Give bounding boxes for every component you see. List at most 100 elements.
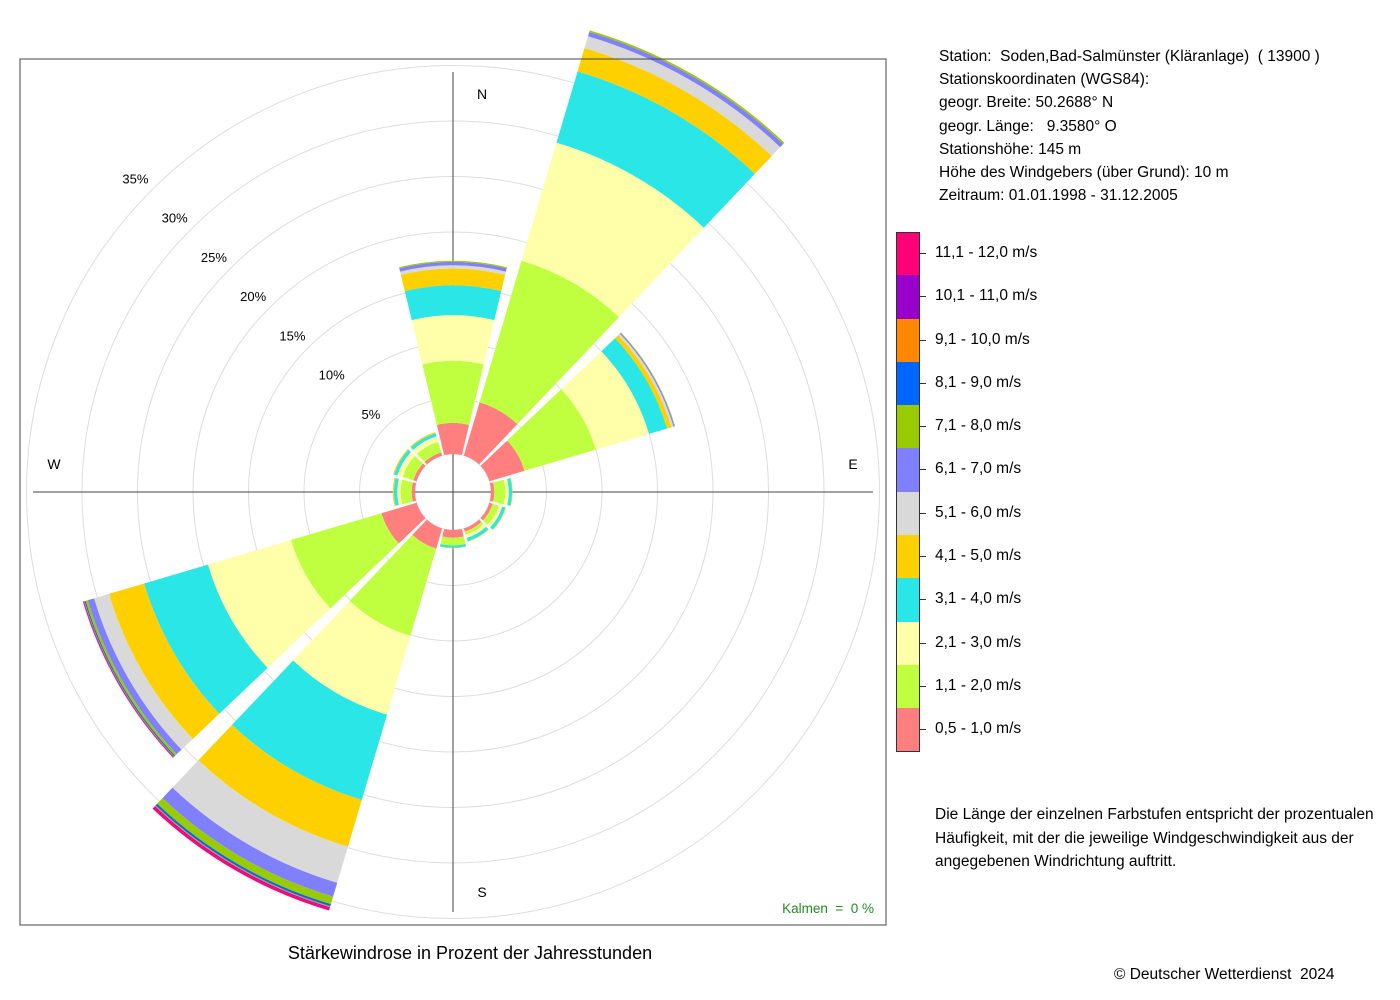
compass-north: N: [477, 86, 487, 102]
petal-segment: [507, 478, 513, 506]
compass-east: E: [848, 456, 857, 472]
legend-swatch: [896, 448, 920, 492]
legend-swatch: [896, 275, 920, 319]
legend-swatch: [896, 708, 920, 752]
legend-item: 4,1 - 5,0 m/s: [896, 535, 1056, 579]
petal-segment: [615, 335, 672, 429]
legend-item: 10,1 - 11,0 m/s: [896, 275, 1056, 319]
petal-segment: [577, 47, 772, 174]
petal-segment: [399, 260, 507, 269]
legend-swatch: [896, 664, 920, 709]
legend-tick: [920, 642, 926, 644]
note-line-2: Häufigkeit, mit der die jeweilige Windge…: [935, 829, 1354, 847]
petal-150: [463, 519, 489, 542]
note-line-1: Die Länge der einzelnen Farbstufen entsp…: [935, 806, 1374, 823]
petal-segment: [393, 449, 409, 475]
petal-segment: [392, 477, 396, 507]
legend-tick: [920, 339, 926, 341]
petal-segment: [440, 536, 466, 546]
petal-segment: [413, 463, 426, 482]
petal-segment: [507, 389, 596, 471]
legend-item: 2,1 - 3,0 m/s: [896, 621, 1056, 665]
petal-60: [480, 332, 676, 482]
petal-120: [480, 502, 506, 531]
legend-label: 5,1 - 6,0 m/s: [935, 503, 1022, 521]
petal-segment: [397, 478, 403, 506]
petal-segment: [411, 315, 495, 365]
petal-segment: [162, 787, 338, 897]
petal-segment: [410, 432, 436, 448]
legend-item: 9,1 - 10,0 m/s: [896, 318, 1056, 362]
petal-segment: [463, 402, 518, 465]
legend-tick: [920, 685, 926, 687]
petal-segment: [207, 539, 331, 668]
petal-segment: [439, 546, 467, 549]
legend-label: 6,1 - 7,0 m/s: [935, 460, 1022, 478]
chart-title: Stärkewindrose in Prozent der Jahresstun…: [287, 943, 653, 963]
petal-segment: [480, 440, 525, 482]
grid-ring: [26, 65, 880, 919]
legend-item: 0,5 - 1,0 m/s: [896, 708, 1056, 752]
petal-segment: [399, 261, 507, 272]
petal-270: [392, 477, 417, 507]
petal-segment: [601, 338, 668, 434]
petal-30: [463, 30, 785, 465]
petal-segment: [349, 534, 437, 636]
ring-label: 15%: [279, 328, 305, 343]
petal-segment: [482, 503, 500, 526]
legend-label: 7,1 - 8,0 m/s: [935, 417, 1022, 435]
petal-segment: [404, 285, 502, 321]
legend-tick: [920, 296, 926, 298]
station-latitude: geogr. Breite: 50.2688° N: [939, 94, 1114, 112]
legend-item: 7,1 - 8,0 m/s: [896, 405, 1056, 449]
petal-segment: [493, 479, 506, 505]
petal-0: [399, 260, 507, 456]
legend-swatch: [896, 232, 920, 276]
petal-330: [410, 432, 443, 465]
station-name: Station: Soden,Bad-Salmünster (Kläranlag…: [939, 48, 1320, 65]
legend-item: 11,1 - 12,0 m/s: [896, 232, 1056, 276]
compass-west: W: [47, 456, 61, 472]
ring-label: 25%: [201, 250, 227, 265]
legend-tick: [920, 556, 926, 558]
petal-180: [439, 528, 467, 549]
legend-swatch: [896, 405, 920, 449]
calm-label: Kalmen = 0 %: [782, 901, 874, 916]
compass-axes: [33, 72, 873, 912]
petal-segment: [402, 455, 424, 481]
petal-segment: [400, 268, 506, 291]
legend-swatch: [896, 491, 920, 536]
petal-segment: [157, 798, 334, 905]
petal-segment: [400, 479, 413, 505]
petal-segment: [381, 502, 426, 544]
legend-tick: [920, 599, 926, 601]
station-info: Station: Soden,Bad-Salmünster (Kläranlag…: [939, 45, 1320, 207]
legend-swatch: [896, 578, 920, 622]
petal-segment: [410, 433, 437, 450]
petal-segment: [480, 502, 493, 521]
legend-label: 11,1 - 12,0 m/s: [935, 244, 1038, 261]
legend-item: 5,1 - 6,0 m/s: [896, 491, 1056, 536]
petal-segment: [413, 436, 439, 454]
wind-rose-chart: 5% 10% 15% 20% 25% 30% 35% N E S W Kalmen = 0 …: [19, 30, 887, 926]
petal-segment: [487, 505, 503, 528]
petal-segment: [503, 478, 509, 506]
petal-segment: [556, 71, 755, 228]
plot-frame: [19, 58, 887, 926]
station-elevation: Stationshöhe: 145 m: [939, 140, 1082, 158]
ring-labels: 5% 10% 15% 20% 25% 30% 35%: [122, 171, 380, 421]
legend-tick: [920, 253, 926, 254]
legend-tick: [920, 729, 926, 731]
ring-label: 10%: [319, 368, 345, 383]
petal-segment: [172, 760, 348, 883]
petal-240: [82, 502, 426, 758]
petal-segment: [561, 351, 650, 450]
petal-segment: [489, 482, 495, 502]
ring-label: 20%: [240, 289, 266, 304]
legend-item: 3,1 - 4,0 m/s: [896, 578, 1056, 622]
copyright: © Deutscher Wetterdienst 2024: [1114, 966, 1335, 983]
legend-label: 3,1 - 4,0 m/s: [935, 590, 1022, 608]
legend-label: 8,1 - 9,0 m/s: [935, 373, 1022, 391]
time-period: Zeitraum: 01.01.1998 - 31.12.2005: [939, 187, 1178, 205]
petal-segment: [397, 452, 415, 478]
